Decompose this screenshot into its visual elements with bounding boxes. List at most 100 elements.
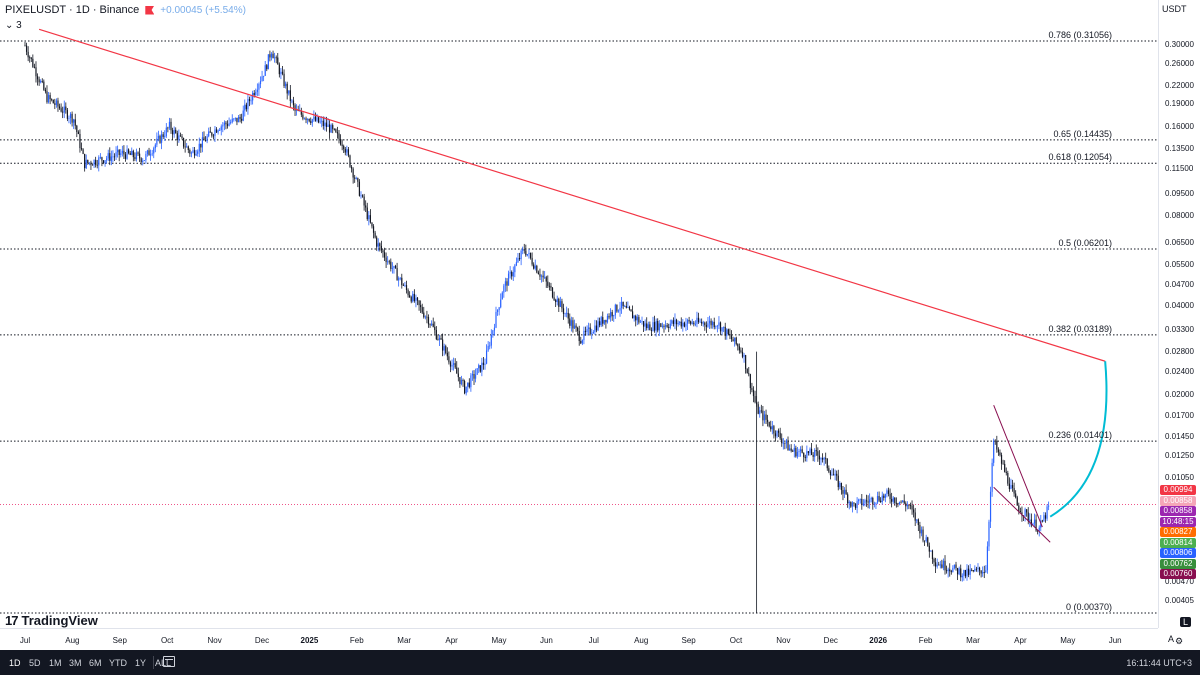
time-tick-label: 2026 bbox=[869, 636, 888, 645]
symbol-header[interactable]: PIXELUSDT · 1D · Binance +0.00045 (+5.54… bbox=[5, 4, 246, 16]
candle-body bbox=[1008, 483, 1010, 490]
chart-pane[interactable]: PIXELUSDT · 1D · Binance +0.00045 (+5.54… bbox=[0, 0, 1158, 628]
candle-body bbox=[628, 306, 631, 310]
price-axis[interactable]: USDT 0.30000 0.26000 0.22000 0.19000 0.16000… bbox=[1158, 0, 1200, 628]
candle-body bbox=[718, 322, 720, 326]
candle-body bbox=[734, 337, 736, 342]
flag-icon[interactable] bbox=[145, 5, 155, 15]
candle-body bbox=[1011, 485, 1014, 488]
clock[interactable]: 16:11:44 UTC+3 bbox=[1126, 658, 1192, 668]
symbol-title[interactable]: PIXELUSDT · 1D · Binance bbox=[5, 4, 140, 16]
candle-body bbox=[121, 150, 123, 154]
range-button-6m[interactable]: 6M bbox=[89, 658, 102, 668]
candle-body bbox=[349, 155, 351, 167]
price-badge: 10:48:15 bbox=[1160, 516, 1196, 527]
candle-body bbox=[178, 135, 180, 140]
candle-body bbox=[300, 110, 302, 115]
candle-body bbox=[388, 261, 390, 263]
candle-body bbox=[856, 501, 858, 508]
candle-body bbox=[730, 335, 733, 340]
candle-body bbox=[442, 339, 444, 351]
candle-body bbox=[256, 89, 258, 92]
candle-body bbox=[123, 150, 125, 155]
candle-body bbox=[57, 100, 59, 107]
candle-body bbox=[603, 319, 605, 324]
candle-body bbox=[895, 502, 897, 504]
range-button-1m[interactable]: 1M bbox=[49, 658, 62, 668]
candle-body bbox=[793, 447, 795, 452]
candle-body bbox=[448, 356, 450, 363]
candle-body bbox=[958, 568, 960, 575]
candle-body bbox=[788, 448, 791, 451]
fib-level-label: 0.618 (0.12054) bbox=[1048, 152, 1112, 163]
price-badge: 0.00762 bbox=[1160, 558, 1196, 569]
candle-body bbox=[319, 121, 321, 123]
candle-body bbox=[600, 317, 602, 326]
candle-body bbox=[712, 321, 714, 326]
candle-body bbox=[1002, 463, 1004, 465]
auto-scale-button[interactable]: A bbox=[1168, 634, 1175, 644]
candle-body bbox=[635, 315, 637, 321]
time-axis[interactable]: Jul Aug Sep Oct Nov Dec 2025 Feb Mar Apr May Jun Jul… bbox=[0, 628, 1174, 651]
candle-body bbox=[584, 330, 587, 333]
candle-body bbox=[91, 164, 94, 166]
candle-body bbox=[193, 150, 196, 156]
candle-body bbox=[27, 51, 29, 58]
candle-body bbox=[305, 118, 307, 120]
indicators-toggle[interactable]: ⌄ 3 bbox=[5, 20, 22, 31]
candle-body bbox=[784, 442, 786, 444]
candle-body bbox=[394, 265, 397, 269]
candle-body bbox=[834, 473, 836, 476]
candle-body bbox=[187, 146, 189, 150]
price-chart[interactable] bbox=[0, 0, 1158, 628]
candle-body bbox=[107, 153, 109, 159]
time-tick-label: Feb bbox=[918, 636, 933, 645]
candle-body bbox=[1010, 485, 1012, 490]
log-scale-button[interactable]: L bbox=[1180, 617, 1192, 627]
candle-body bbox=[952, 567, 954, 573]
range-button-1d[interactable]: 1D bbox=[9, 658, 21, 668]
candle-body bbox=[525, 250, 527, 256]
candle-body bbox=[792, 450, 794, 452]
candle-body bbox=[120, 153, 122, 155]
candle-body bbox=[693, 322, 695, 325]
candle-body bbox=[916, 519, 918, 521]
candle-body bbox=[366, 207, 368, 220]
candle-body bbox=[85, 159, 87, 169]
candle-body bbox=[763, 414, 766, 421]
tradingview-logo[interactable]: 17 TradingView bbox=[5, 613, 98, 628]
settings-icon[interactable]: ⚙ bbox=[1175, 636, 1184, 646]
calendar-icon[interactable] bbox=[163, 656, 175, 667]
time-tick-label: Nov bbox=[776, 636, 791, 645]
candle-body bbox=[244, 104, 246, 111]
candle-body bbox=[980, 570, 982, 574]
candle-body bbox=[237, 117, 240, 123]
candle-body bbox=[252, 92, 254, 101]
candle-body bbox=[716, 325, 718, 327]
range-button-5d[interactable]: 5D bbox=[29, 658, 41, 668]
candle-body bbox=[564, 313, 566, 315]
candle-body bbox=[851, 502, 853, 507]
candle-body bbox=[281, 71, 284, 74]
candle-body bbox=[807, 451, 810, 453]
candle-body bbox=[1048, 505, 1050, 507]
candle-body bbox=[931, 550, 934, 560]
candle-body bbox=[511, 271, 513, 277]
currency-label[interactable]: USDT bbox=[1162, 4, 1187, 14]
candle-body bbox=[51, 99, 53, 101]
candle-body bbox=[613, 315, 615, 317]
candle-body bbox=[274, 57, 276, 59]
candle-body bbox=[220, 126, 222, 131]
range-button-3m[interactable]: 3M bbox=[69, 658, 82, 668]
range-button-1y[interactable]: 1Y bbox=[135, 658, 147, 668]
candle-body bbox=[809, 448, 811, 453]
candle-body bbox=[646, 323, 648, 329]
candle-body bbox=[24, 45, 26, 47]
candle-body bbox=[947, 569, 949, 572]
candle-body bbox=[520, 250, 522, 260]
chevron-down-icon[interactable]: ⌄ bbox=[5, 20, 14, 31]
candle-body bbox=[696, 317, 698, 324]
candle-body bbox=[859, 498, 861, 500]
range-button-ytd[interactable]: YTD bbox=[109, 658, 127, 668]
candle-body bbox=[476, 368, 478, 375]
